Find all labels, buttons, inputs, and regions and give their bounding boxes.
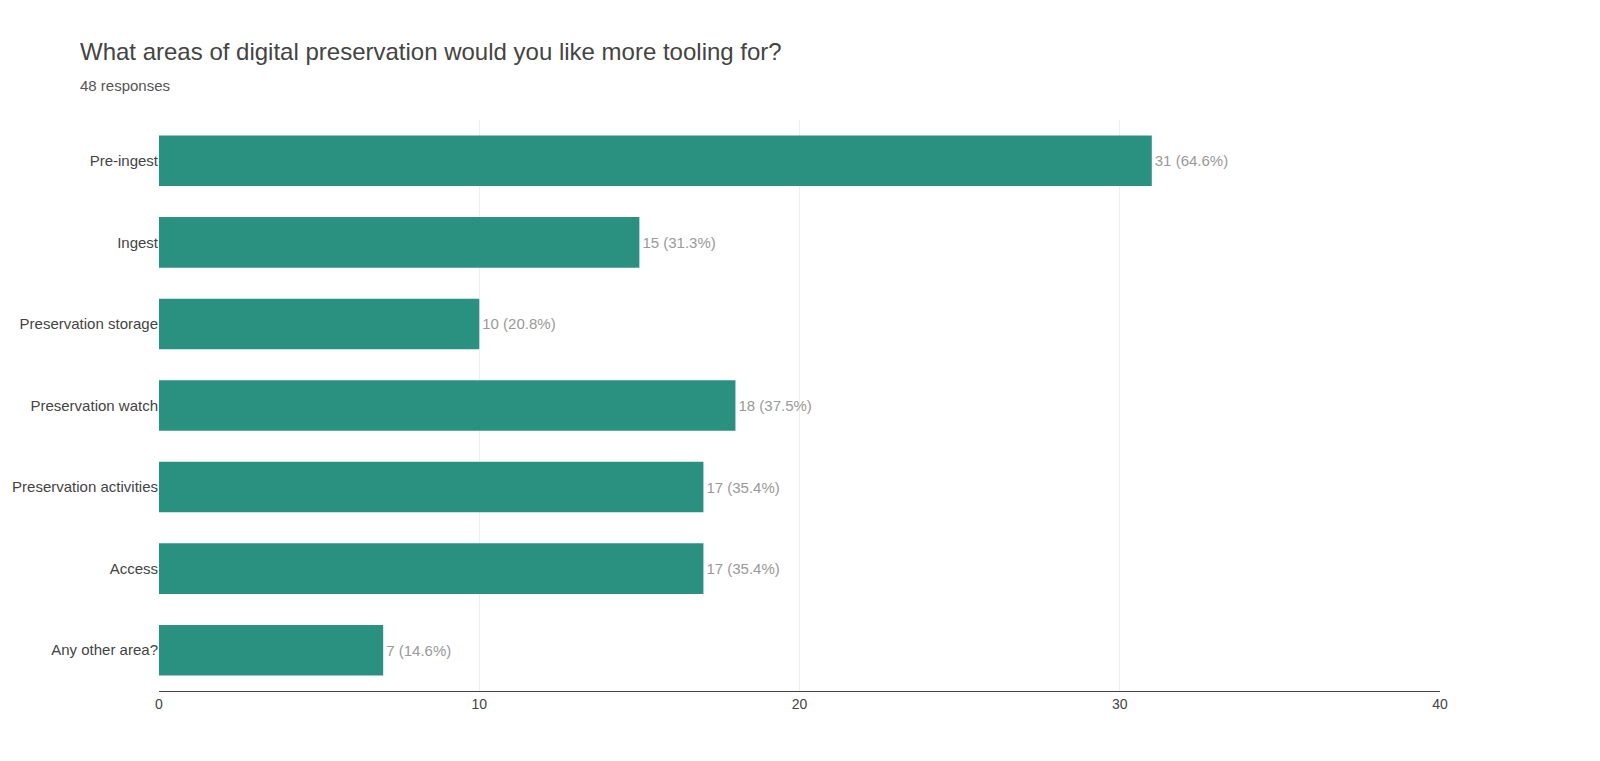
- svg-text:17 (35.4%): 17 (35.4%): [706, 560, 779, 577]
- svg-text:15 (31.3%): 15 (31.3%): [642, 234, 715, 251]
- svg-text:10: 10: [471, 696, 487, 712]
- svg-text:Any other area?: Any other area?: [51, 641, 158, 658]
- svg-text:18 (37.5%): 18 (37.5%): [738, 397, 811, 414]
- svg-text:40: 40: [1432, 696, 1448, 712]
- svg-text:Pre-ingest: Pre-ingest: [90, 152, 159, 169]
- svg-text:17 (35.4%): 17 (35.4%): [706, 479, 779, 496]
- svg-text:7 (14.6%): 7 (14.6%): [386, 642, 451, 659]
- svg-text:0: 0: [155, 696, 163, 712]
- svg-text:What areas of digital preserva: What areas of digital preservation would…: [80, 38, 782, 94]
- svg-text:Ingest: Ingest: [117, 234, 159, 251]
- svg-text:10 (20.8%): 10 (20.8%): [482, 315, 555, 332]
- svg-text:Preservation watch: Preservation watch: [30, 397, 158, 414]
- svg-text:Preservation activities: Preservation activities: [12, 478, 158, 495]
- svg-text:20: 20: [792, 696, 808, 712]
- svg-text:31 (64.6%): 31 (64.6%): [1155, 152, 1228, 169]
- svg-text:30: 30: [1112, 696, 1128, 712]
- svg-text:Access: Access: [110, 560, 158, 577]
- svg-text:Preservation storage: Preservation storage: [20, 315, 158, 332]
